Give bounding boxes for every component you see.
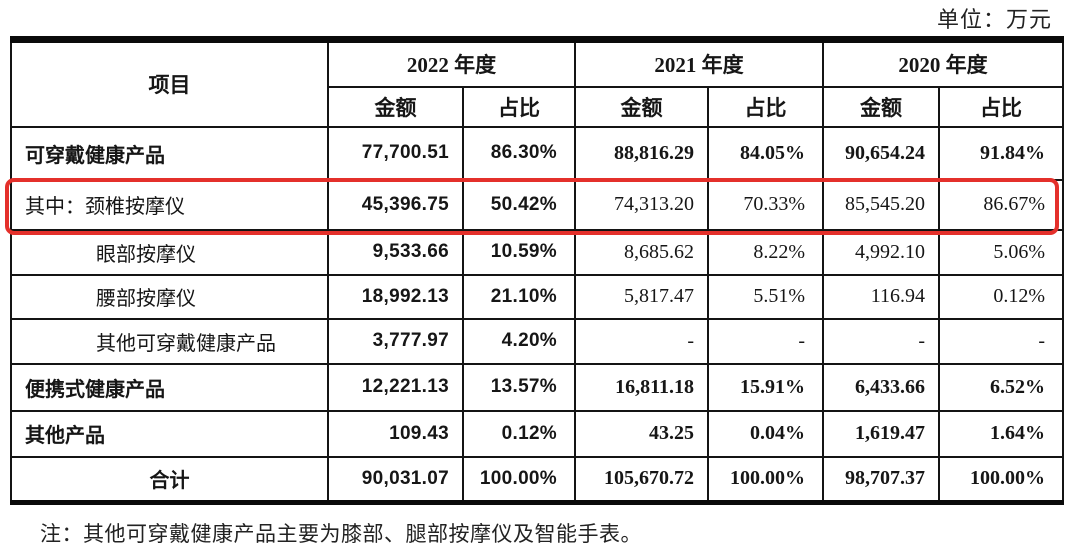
cell-ratio-2022: 86.30%: [462, 125, 576, 181]
row-label: 合计: [10, 455, 329, 504]
cell-ratio-2022: 21.10%: [462, 273, 576, 320]
cell-ratio-2021: 100.00%: [707, 455, 824, 504]
cell-amount-2021: 8,685.62: [574, 228, 709, 276]
cell-amount-2022: 9,533.66: [327, 228, 464, 276]
row-label: 眼部按摩仪: [10, 228, 329, 276]
footnote: 注：其他可穿戴健康产品主要为膝部、腿部按摩仪及智能手表。: [40, 522, 642, 546]
header-ratio-2020: 占比: [938, 85, 1064, 128]
header-amount-2020: 金额: [822, 85, 940, 128]
cell-ratio-2020: -: [938, 317, 1064, 365]
cell-ratio-2020: 0.12%: [938, 273, 1064, 320]
cell-ratio-2022: 0.12%: [462, 409, 576, 458]
cell-ratio-2020: 91.84%: [938, 125, 1064, 181]
cell-amount-2022: 77,700.51: [327, 125, 464, 181]
cell-amount-2021: 43.25: [574, 409, 709, 458]
header-amount-2021: 金额: [574, 85, 709, 128]
cell-ratio-2020: 5.06%: [938, 228, 1064, 276]
cell-amount-2021: 16,811.18: [574, 362, 709, 412]
cell-amount-2022: 90,031.07: [327, 455, 464, 504]
cell-ratio-2021: 5.51%: [707, 273, 824, 320]
cell-amount-2022: 12,221.13: [327, 362, 464, 412]
row-label: 便携式健康产品: [10, 362, 329, 412]
cell-amount-2020: 6,433.66: [822, 362, 940, 412]
cell-amount-2020: 116.94: [822, 273, 940, 320]
row-label: 其他可穿戴健康产品: [10, 317, 329, 365]
table-row-other-wearable: 其他可穿戴健康产品 3,777.97 4.20% - - - -: [10, 317, 1064, 365]
header-year-2020: 2020 年度: [822, 38, 1064, 88]
header-year-2022: 2022 年度: [327, 38, 576, 88]
cell-amount-2022: 18,992.13: [327, 273, 464, 320]
header-item: 项目: [10, 38, 329, 128]
table-row-waist-massager: 腰部按摩仪 18,992.13 21.10% 5,817.47 5.51% 11…: [10, 273, 1064, 320]
cell-ratio-2021: 84.05%: [707, 125, 824, 181]
cell-amount-2020: 85,545.20: [822, 178, 940, 231]
cell-ratio-2020: 1.64%: [938, 409, 1064, 458]
table-row-neck-massager: 其中：颈椎按摩仪 45,396.75 50.42% 74,313.20 70.3…: [10, 178, 1064, 231]
cell-amount-2022: 3,777.97: [327, 317, 464, 365]
table-row-wearable: 可穿戴健康产品 77,700.51 86.30% 88,816.29 84.05…: [10, 125, 1064, 181]
row-label: 其中：颈椎按摩仪: [10, 178, 329, 231]
cell-ratio-2021: 8.22%: [707, 228, 824, 276]
header-ratio-2022: 占比: [462, 85, 576, 128]
cell-ratio-2022: 100.00%: [462, 455, 576, 504]
table-row-portable: 便携式健康产品 12,221.13 13.57% 16,811.18 15.91…: [10, 362, 1064, 412]
cell-amount-2022: 109.43: [327, 409, 464, 458]
cell-amount-2021: 88,816.29: [574, 125, 709, 181]
cell-ratio-2021: 70.33%: [707, 178, 824, 231]
header-amount-2022: 金额: [327, 85, 464, 128]
cell-ratio-2022: 10.59%: [462, 228, 576, 276]
cell-ratio-2021: 0.04%: [707, 409, 824, 458]
row-label: 其他产品: [10, 409, 329, 458]
table-row-total: 合计 90,031.07 100.00% 105,670.72 100.00% …: [10, 455, 1064, 504]
cell-amount-2021: 5,817.47: [574, 273, 709, 320]
cell-amount-2020: 1,619.47: [822, 409, 940, 458]
cell-ratio-2020: 6.52%: [938, 362, 1064, 412]
cell-amount-2020: 98,707.37: [822, 455, 940, 504]
cell-amount-2021: 74,313.20: [574, 178, 709, 231]
cell-amount-2020: -: [822, 317, 940, 365]
cell-ratio-2021: -: [707, 317, 824, 365]
cell-ratio-2021: 15.91%: [707, 362, 824, 412]
row-label: 可穿戴健康产品: [10, 125, 329, 181]
cell-ratio-2020: 86.67%: [938, 178, 1064, 231]
header-year-2021: 2021 年度: [574, 38, 824, 88]
cell-amount-2020: 4,992.10: [822, 228, 940, 276]
cell-amount-2021: 105,670.72: [574, 455, 709, 504]
row-label: 腰部按摩仪: [10, 273, 329, 320]
cell-ratio-2020: 100.00%: [938, 455, 1064, 504]
cell-amount-2020: 90,654.24: [822, 125, 940, 181]
cell-ratio-2022: 50.42%: [462, 178, 576, 231]
table-row-other-products: 其他产品 109.43 0.12% 43.25 0.04% 1,619.47 1…: [10, 409, 1064, 458]
unit-label: 单位：万元: [936, 7, 1052, 32]
header-ratio-2021: 占比: [707, 85, 824, 128]
table-row-eye-massager: 眼部按摩仪 9,533.66 10.59% 8,685.62 8.22% 4,9…: [10, 228, 1064, 276]
cell-amount-2021: -: [574, 317, 709, 365]
revenue-table: 项目 2022 年度 2021 年度 2020 年度 金额 占比 金额 占比 金…: [10, 36, 1064, 505]
cell-ratio-2022: 4.20%: [462, 317, 576, 365]
cell-ratio-2022: 13.57%: [462, 362, 576, 412]
cell-amount-2022: 45,396.75: [327, 178, 464, 231]
